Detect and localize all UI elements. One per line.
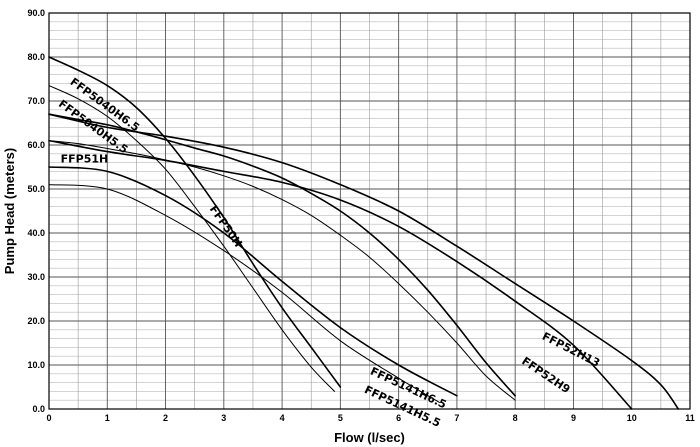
x-tick-label: 3 xyxy=(221,413,226,423)
x-tick-label: 11 xyxy=(685,413,695,423)
x-tick-label: 10 xyxy=(627,413,637,423)
minor-grid xyxy=(49,13,690,409)
x-tick-label: 0 xyxy=(46,413,51,423)
x-tick-label: 2 xyxy=(163,413,168,423)
x-tick-label: 8 xyxy=(513,413,518,423)
series-line-ffp50h xyxy=(48,113,516,397)
series-line-ffp5040h6-5 xyxy=(48,56,342,388)
series-label-ffp51h: FFP51H xyxy=(61,153,109,166)
x-tick-label: 4 xyxy=(280,413,285,423)
y-tick-label: 60.0 xyxy=(27,140,45,150)
plot-frame xyxy=(48,12,691,410)
series-line-ffp51h xyxy=(48,140,516,401)
y-tick-label: 40.0 xyxy=(27,228,45,238)
series-line-ffp52h13 xyxy=(48,113,680,410)
series-line-ffp5040h5-5 xyxy=(48,85,336,392)
y-tick-label: 20.0 xyxy=(27,316,45,326)
y-tick-label: 0.0 xyxy=(32,404,45,414)
y-tick-label: 50.0 xyxy=(27,184,45,194)
y-axis-ticks: 0.0 10.0 20.0 30.0 40.0 50.0 60.0 70.0 80.0 90.0 xyxy=(27,8,45,414)
x-axis-title: Flow (l/sec) xyxy=(334,430,405,445)
x-tick-label: 7 xyxy=(454,413,459,423)
series-line-ffp5141h6-5 xyxy=(48,166,458,397)
y-tick-label: 70.0 xyxy=(27,96,45,106)
y-tick-label: 10.0 xyxy=(27,360,45,370)
y-axis-title: Pump Head (meters) xyxy=(2,148,17,274)
x-tick-label: 6 xyxy=(396,413,401,423)
series-line-ffp52h9 xyxy=(48,139,633,410)
y-tick-label: 30.0 xyxy=(27,272,45,282)
x-tick-label: 9 xyxy=(571,413,576,423)
x-tick-label: 1 xyxy=(105,413,110,423)
series-layer xyxy=(48,56,680,410)
y-tick-label: 90.0 xyxy=(27,8,45,18)
series-line-ffp5141h5-5 xyxy=(48,184,440,403)
x-tick-label: 5 xyxy=(338,413,343,423)
x-axis-ticks: 0 1 2 3 4 5 6 7 8 9 10 11 xyxy=(46,413,694,423)
y-tick-label: 80.0 xyxy=(27,52,45,62)
